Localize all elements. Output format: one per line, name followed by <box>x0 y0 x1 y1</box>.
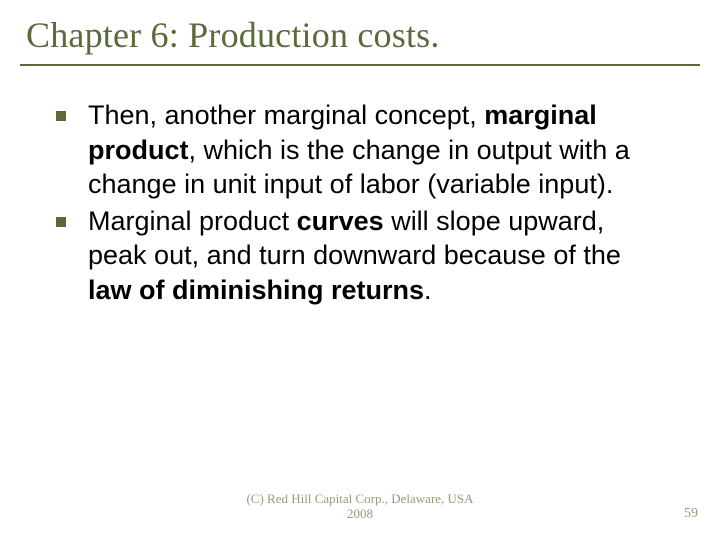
footer-line: 2008 <box>0 506 720 522</box>
page-number: 59 <box>684 506 698 522</box>
text-run: Marginal product <box>88 206 297 236</box>
text-bold: curves <box>297 206 384 236</box>
text-run: . <box>424 275 432 305</box>
bullet-text: Then, another marginal concept, marginal… <box>88 98 660 202</box>
slide-title: Chapter 6: Production costs. <box>20 14 700 66</box>
square-bullet-icon <box>56 111 66 121</box>
footer: (C) Red Hill Capital Corp., Delaware, US… <box>0 491 720 522</box>
square-bullet-icon <box>56 217 66 227</box>
text-run: Then, another marginal concept, <box>88 100 484 130</box>
text-bold: law of diminishing returns <box>88 275 424 305</box>
bullet-text: Marginal product curves will slope upwar… <box>88 204 660 308</box>
footer-line: (C) Red Hill Capital Corp., Delaware, US… <box>0 491 720 507</box>
list-item: Then, another marginal concept, marginal… <box>56 98 660 202</box>
list-item: Marginal product curves will slope upwar… <box>56 204 660 308</box>
slide-content: Then, another marginal concept, marginal… <box>20 66 700 307</box>
slide: Chapter 6: Production costs. Then, anoth… <box>0 0 720 540</box>
